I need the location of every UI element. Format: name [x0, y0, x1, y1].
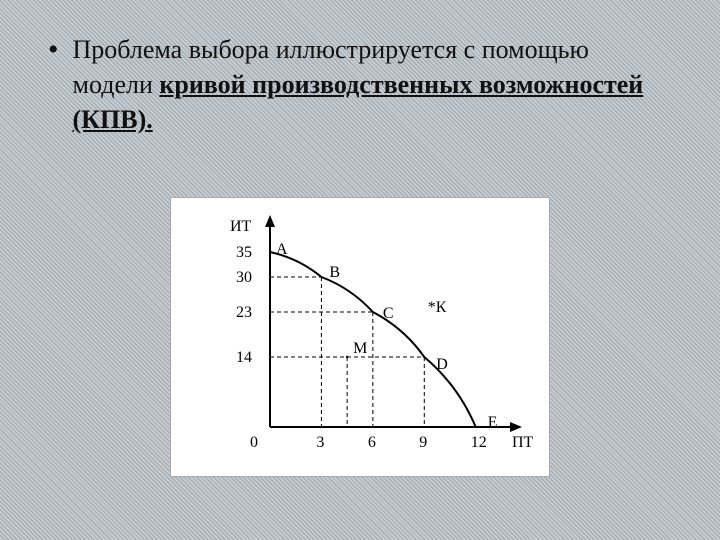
svg-text:E: E: [488, 414, 498, 431]
svg-text:0: 0: [250, 434, 258, 451]
bullet-text: • Проблема выбора иллюстрируется с помощ…: [48, 32, 672, 137]
bullet-content: Проблема выбора иллюстрируется с помощью…: [73, 32, 672, 137]
svg-text:9: 9: [419, 434, 427, 451]
svg-text:B: B: [329, 264, 340, 281]
svg-text:D: D: [436, 356, 448, 373]
svg-text:ПТ: ПТ: [512, 434, 534, 451]
svg-text:A: A: [276, 241, 288, 258]
svg-text:6: 6: [368, 434, 376, 451]
chart-container: ИТ ПТ 0 35 30 23 14 3 6 9 12 A B C D E M *К: [170, 197, 550, 477]
bullet-underline: кривой производственных возможностей (КП…: [73, 70, 644, 134]
svg-text:30: 30: [236, 269, 252, 286]
svg-text:12: 12: [471, 434, 487, 451]
svg-text:3: 3: [316, 434, 324, 451]
svg-text:23: 23: [236, 304, 252, 321]
svg-text:14: 14: [236, 349, 252, 366]
svg-text:*К: *К: [428, 299, 447, 316]
svg-text:ИТ: ИТ: [230, 218, 252, 235]
svg-text:M: M: [353, 340, 367, 357]
svg-text:35: 35: [236, 244, 252, 261]
svg-text:C: C: [383, 305, 394, 322]
bullet-marker: •: [48, 32, 59, 68]
ppf-chart: ИТ ПТ 0 35 30 23 14 3 6 9 12 A B C D E M *К: [180, 207, 540, 467]
